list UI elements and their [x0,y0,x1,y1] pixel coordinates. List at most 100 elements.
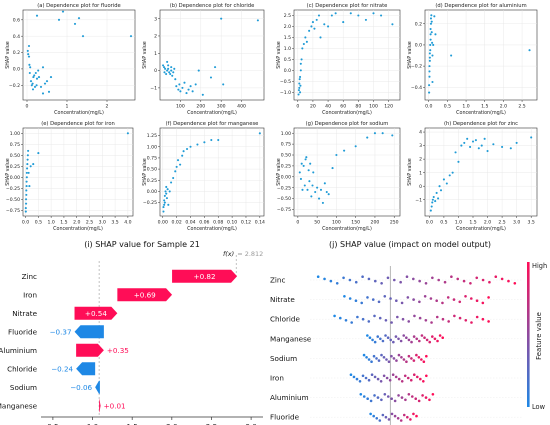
data-point [41,66,45,69]
beeswarm-point [453,314,456,318]
y-tick-label: −0.75 [6,208,20,214]
beeswarm-point [403,374,407,378]
beeswarm-point [406,376,410,380]
x-tick-label: 60 [340,104,346,110]
data-point [28,185,31,188]
colorbar-low-label: Low [532,403,546,411]
data-point [380,14,383,17]
y-axis-label: SHAP value [142,41,148,69]
beeswarm-point [384,334,387,337]
beeswarm-point [417,356,421,359]
beeswarm-point [394,335,398,338]
beeswarm-point [500,277,504,281]
data-point [302,164,305,167]
y-tick-label: 1.25 [147,133,157,139]
beeswarm-point [464,319,468,322]
beeswarm-point [387,360,391,364]
beeswarm-point [386,276,390,280]
x-tick-label: 3.0 [99,220,106,226]
plot-frame [22,127,134,217]
beeswarm-point [441,336,445,340]
beeswarm-point [369,412,372,416]
data-point [308,29,311,32]
x-tick-label: 120 [384,104,393,110]
data-point [428,65,431,68]
x-tick-label: 150 [351,220,360,226]
beeswarm-point [380,353,383,357]
beeswarm-point [373,279,377,283]
data-point [41,92,45,95]
beeswarm-point [415,353,418,357]
data-point [433,15,436,18]
x-tick-label: 0.5 [440,220,447,226]
data-point [304,36,307,39]
beeswarm-point [412,277,415,281]
beeswarm-point [450,275,453,279]
beeswarm-point [507,279,510,283]
y-tick-label: 1.00 [10,131,20,137]
beeswarm-point [371,338,374,342]
data-point [163,71,166,74]
data-point [24,210,27,213]
panel-title: (g) Dependence plot for sodium [306,121,389,127]
x-axis-label: Concentration(mg/L) [187,110,237,116]
beeswarm-point [382,356,386,359]
beeswarm-point [419,377,422,381]
beeswarm-point [380,398,383,402]
waterfall-bar-aluminium [76,343,104,357]
data-point [299,177,302,181]
x-tick-label: 2.0 [500,104,507,110]
beeswarm-point [428,398,431,402]
data-point [203,141,206,144]
data-point [129,35,133,38]
panel-title: (c) Dependence plot for nitrate [307,3,388,9]
y-tick-label: 4 [419,130,422,136]
data-point [319,188,323,191]
beeswarm-point [393,414,397,418]
data-point [182,150,185,153]
data-point [509,147,512,150]
beeswarm-point [412,335,416,338]
beeswarm-point [384,415,388,419]
beeswarm-point [390,321,393,324]
data-point [167,203,170,206]
x-tick-label: 1.0 [462,104,469,110]
data-point [437,197,440,200]
data-point [34,71,37,75]
data-point [303,184,306,187]
beeswarm-point [333,314,336,318]
data-point [309,162,312,165]
data-point [27,149,30,152]
data-point [300,162,303,165]
data-point [33,85,37,88]
data-point [466,137,469,140]
data-point [428,84,431,87]
beeswarm-point [487,320,490,323]
data-point [166,69,169,72]
data-point [26,167,29,170]
data-point [432,43,435,46]
beeswarm-point [415,414,418,418]
panel-title: (d) Dependence plot for aluminium [435,3,526,9]
data-point [25,176,28,179]
x-tick-label: 2.5 [518,104,525,110]
data-point [170,181,173,184]
beeswarm-point [372,414,375,418]
y-tick-label: 0.50 [281,153,291,159]
waterfall-bar-iron [117,288,173,302]
data-point [429,17,433,20]
beeswarm-point [462,279,466,283]
beeswarm-point [409,418,412,421]
y-tick-label: 0.25 [147,178,157,184]
fx-value: = 2.812 [237,250,263,258]
contribution-label: −0.06 [70,383,92,392]
feature-label: Iron [270,374,284,383]
data-point [429,49,432,52]
beeswarm-point [475,315,479,319]
y-tick-label: 0.0 [284,68,291,74]
beeswarm-point [422,380,425,383]
beeswarm-point [393,399,397,403]
beeswarm-point [377,300,381,304]
beeswarm-point [481,301,485,305]
beeswarm-point [370,360,373,364]
